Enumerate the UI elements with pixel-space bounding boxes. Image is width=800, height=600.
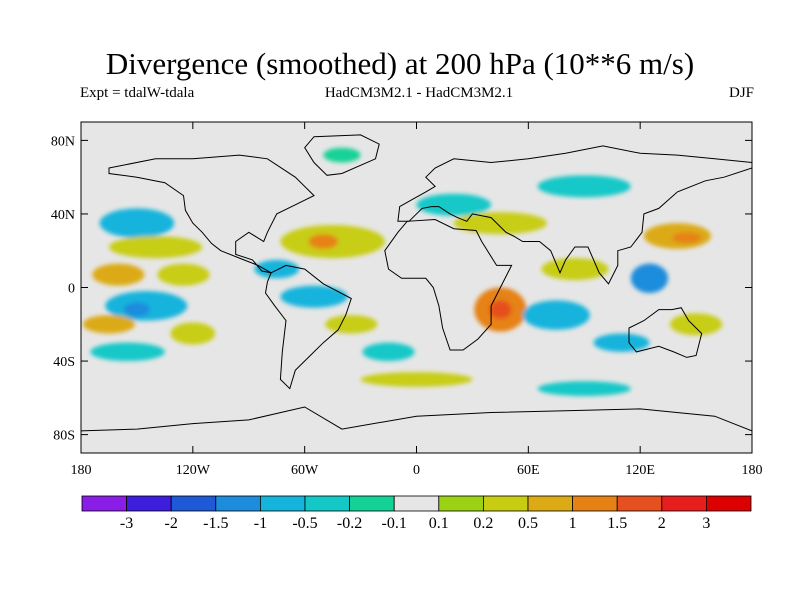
lon-tick-label: 60W xyxy=(291,463,319,478)
colorbar-swatch xyxy=(438,495,484,512)
lon-tick-label: 180 xyxy=(71,463,92,478)
experiment-label: Expt = tdalW-tdala xyxy=(80,85,195,101)
lat-tick-label: 40S xyxy=(53,355,75,370)
colorbar-label: -0.1 xyxy=(382,515,407,532)
coastline-australia xyxy=(628,307,703,358)
lat-tick-label: 80N xyxy=(51,134,75,149)
field-s-atl-neg xyxy=(362,342,415,362)
field-s-pac-pos xyxy=(82,315,136,334)
coastlines xyxy=(81,134,752,453)
lon-tick-label: 180 xyxy=(742,463,763,478)
divergence-field xyxy=(82,147,723,396)
colorbar-swatch xyxy=(81,495,127,512)
coastline-north-america xyxy=(108,154,315,274)
field-eq-pac-core xyxy=(123,302,150,317)
field-n-pacific-pos xyxy=(108,236,203,259)
field-sa-pos xyxy=(325,315,378,334)
field-arctic-neg xyxy=(323,147,361,163)
field-wpac-core xyxy=(671,232,702,244)
colorbar: -3 -2 -1.5 -1 -0.5 -0.2 -0.1 0.1 0.2 0.5 1 1.5 2 3 xyxy=(81,495,752,532)
colorbar-label: 3 xyxy=(702,515,710,532)
field-mc-neg xyxy=(630,263,669,294)
field-ind-neg xyxy=(522,300,590,330)
colorbar-swatch xyxy=(661,495,707,512)
colorbar-label: 0.2 xyxy=(473,515,493,532)
field-eur-neg xyxy=(416,193,492,216)
colorbar-swatch xyxy=(527,495,573,512)
colorbar-label: 0.1 xyxy=(429,515,449,532)
field-sp-pos xyxy=(669,313,723,336)
lat-tick-label: 80S xyxy=(53,429,75,444)
colorbar-label: -0.5 xyxy=(292,515,317,532)
colorbar-label: 2 xyxy=(658,515,666,532)
model-label: HadCM3M2.1 - HadCM3M2.1 xyxy=(324,85,514,101)
coastline-south-america xyxy=(264,264,352,390)
lat-tick-label: 0 xyxy=(68,282,75,297)
colorbar-label: -3 xyxy=(120,515,133,532)
field-af-core xyxy=(489,300,512,319)
colorbar-swatch xyxy=(304,495,350,512)
colorbar-label: 0.5 xyxy=(518,515,538,532)
field-sp-neg xyxy=(593,333,650,352)
colorbar-label: 1.5 xyxy=(607,515,627,532)
colorbar-label: 1 xyxy=(569,515,577,532)
field-s-pac-neg xyxy=(90,342,165,362)
colorbar-swatch xyxy=(349,495,395,512)
colorbar-swatch xyxy=(170,495,217,512)
colorbar-swatch xyxy=(482,495,529,512)
map-title: Divergence (smoothed) at 200 hPa (10**6 … xyxy=(105,46,695,81)
colorbar-swatch xyxy=(616,495,663,512)
lon-tick-label: 120E xyxy=(625,463,655,478)
field-med-pos xyxy=(453,212,547,235)
field-s-pac-pos2 xyxy=(170,322,216,345)
field-south-neg xyxy=(537,381,631,396)
colorbar-swatch xyxy=(393,495,440,512)
colorbar-label: -1 xyxy=(254,515,267,532)
colorbar-swatch xyxy=(572,495,618,512)
season-label: DJF xyxy=(728,85,754,101)
colorbar-label: -0.2 xyxy=(337,515,362,532)
lon-tick-label: 120W xyxy=(176,463,211,478)
lat-tick-label: 40N xyxy=(51,208,75,223)
lon-tick-label: 60E xyxy=(517,463,540,478)
colorbar-label: -1.5 xyxy=(203,515,228,532)
field-carib-neg xyxy=(254,259,300,279)
colorbar-label: -2 xyxy=(165,515,178,532)
map-axes: 80N 40N 0 40S 80S 180 120W 60W 0 60E 120E 180 xyxy=(51,122,763,478)
field-south-pos xyxy=(360,372,473,387)
colorbar-swatch xyxy=(215,495,261,512)
coastline-africa xyxy=(384,218,513,351)
field-sa-neg xyxy=(280,285,348,308)
colorbar-swatch xyxy=(259,495,306,512)
coastline-antarctica xyxy=(81,406,752,453)
coastline-greenland xyxy=(304,134,380,176)
field-siberia-neg xyxy=(537,175,631,198)
lon-tick-label: 0 xyxy=(413,463,420,478)
field-n-pacific-low xyxy=(99,208,175,238)
colorbar-swatch xyxy=(126,495,172,512)
colorbar-swatch xyxy=(706,495,752,512)
coastline-eurasia xyxy=(397,145,752,285)
field-trop-pac-pos-e xyxy=(157,263,210,286)
field-na-pos-core xyxy=(308,234,339,249)
field-ind-pos xyxy=(541,258,609,281)
field-trop-pac-pos-w xyxy=(92,263,145,286)
